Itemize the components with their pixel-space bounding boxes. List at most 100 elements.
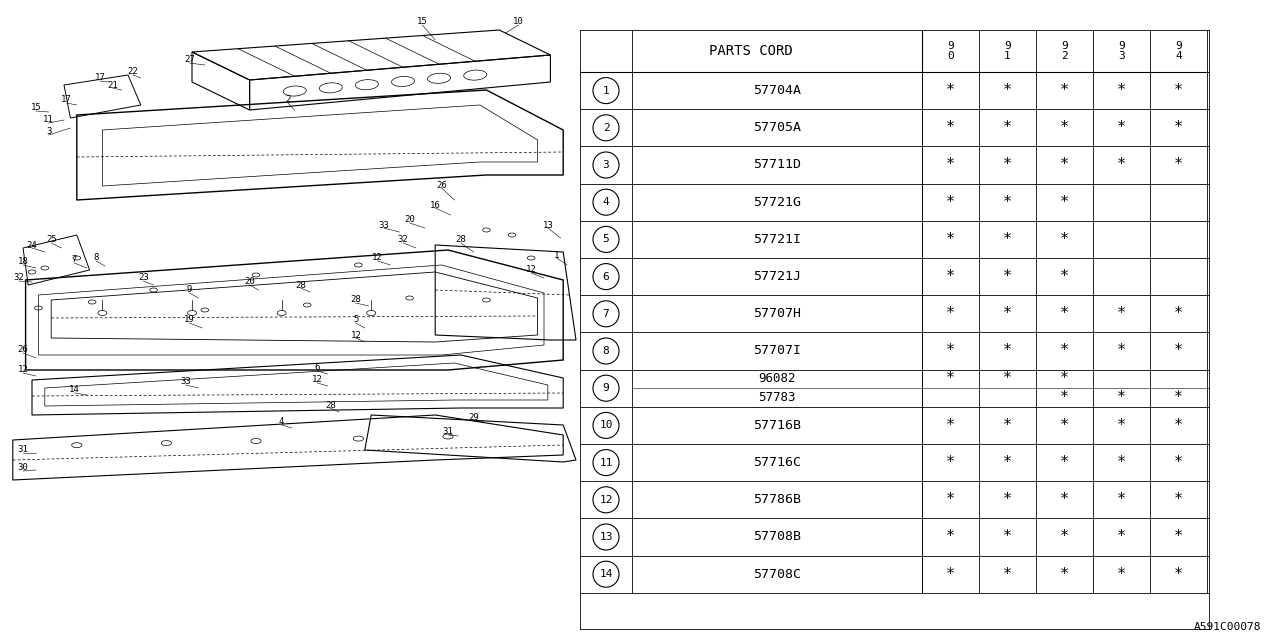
Text: 57721I: 57721I xyxy=(753,233,801,246)
Text: *: * xyxy=(1004,529,1012,545)
Text: 31: 31 xyxy=(443,428,453,436)
Text: 9
3: 9 3 xyxy=(1119,40,1125,61)
Text: 57716C: 57716C xyxy=(753,456,801,469)
Text: 28: 28 xyxy=(296,280,306,289)
Text: *: * xyxy=(1117,307,1126,321)
Text: 9
2: 9 2 xyxy=(1061,40,1068,61)
Text: *: * xyxy=(1117,492,1126,508)
Text: 17: 17 xyxy=(61,95,72,104)
Text: 22: 22 xyxy=(128,67,138,77)
Text: *: * xyxy=(1174,120,1183,135)
Text: *: * xyxy=(946,157,955,173)
Text: 2: 2 xyxy=(285,95,291,104)
Text: 15: 15 xyxy=(417,17,428,26)
Text: 12: 12 xyxy=(599,495,613,505)
Text: *: * xyxy=(1117,566,1126,582)
Text: 3: 3 xyxy=(603,160,609,170)
Text: *: * xyxy=(1060,455,1069,470)
Text: *: * xyxy=(946,269,955,284)
Text: 33: 33 xyxy=(379,221,389,230)
Text: 28: 28 xyxy=(456,236,466,244)
Text: 57705A: 57705A xyxy=(753,122,801,134)
Text: 6: 6 xyxy=(315,364,320,372)
Text: *: * xyxy=(1004,307,1012,321)
Text: 57704A: 57704A xyxy=(753,84,801,97)
Text: 57716B: 57716B xyxy=(753,419,801,432)
Text: PARTS CORD: PARTS CORD xyxy=(709,44,792,58)
Text: *: * xyxy=(1117,157,1126,173)
Text: A591C00078: A591C00078 xyxy=(1193,622,1261,632)
Text: *: * xyxy=(1004,269,1012,284)
Text: *: * xyxy=(946,307,955,321)
Text: 9: 9 xyxy=(603,383,609,393)
Text: 12: 12 xyxy=(18,365,28,374)
Text: *: * xyxy=(946,492,955,508)
Text: 57721G: 57721G xyxy=(753,196,801,209)
Text: 23: 23 xyxy=(138,273,148,282)
Text: *: * xyxy=(1060,390,1069,405)
Text: *: * xyxy=(1060,529,1069,545)
Text: 5: 5 xyxy=(603,234,609,244)
Text: 12: 12 xyxy=(526,266,536,275)
Text: 20: 20 xyxy=(244,278,255,287)
Text: *: * xyxy=(1060,371,1069,387)
Text: *: * xyxy=(946,529,955,545)
Text: 16: 16 xyxy=(430,200,440,209)
Text: 12: 12 xyxy=(312,376,323,385)
Text: 7: 7 xyxy=(603,309,609,319)
Text: *: * xyxy=(946,455,955,470)
Text: 28: 28 xyxy=(325,401,335,410)
Text: 57707I: 57707I xyxy=(753,344,801,358)
Text: *: * xyxy=(1174,455,1183,470)
Text: *: * xyxy=(1060,566,1069,582)
Text: *: * xyxy=(1060,344,1069,358)
Text: *: * xyxy=(1117,455,1126,470)
Text: 32: 32 xyxy=(398,236,408,244)
Text: 57707H: 57707H xyxy=(753,307,801,320)
Text: 31: 31 xyxy=(18,445,28,454)
Text: *: * xyxy=(1174,307,1183,321)
Text: 57786B: 57786B xyxy=(753,493,801,506)
Text: 12: 12 xyxy=(372,253,383,262)
Text: *: * xyxy=(946,120,955,135)
Text: 57711D: 57711D xyxy=(753,159,801,172)
Text: *: * xyxy=(946,418,955,433)
Text: 6: 6 xyxy=(603,271,609,282)
Text: 1: 1 xyxy=(603,86,609,95)
Text: 33: 33 xyxy=(180,378,191,387)
Text: 26: 26 xyxy=(18,346,28,355)
Text: *: * xyxy=(1117,344,1126,358)
Text: 18: 18 xyxy=(18,257,28,266)
Text: 10: 10 xyxy=(599,420,613,430)
Text: *: * xyxy=(1004,157,1012,173)
Text: 9
0: 9 0 xyxy=(947,40,954,61)
Text: 57708C: 57708C xyxy=(753,568,801,580)
Text: 26: 26 xyxy=(436,180,447,189)
Text: 8: 8 xyxy=(603,346,609,356)
Text: 29: 29 xyxy=(468,413,479,422)
Text: *: * xyxy=(1004,455,1012,470)
Text: *: * xyxy=(946,566,955,582)
Text: *: * xyxy=(1060,269,1069,284)
Text: *: * xyxy=(1004,120,1012,135)
Text: 14: 14 xyxy=(69,385,79,394)
Text: *: * xyxy=(1004,371,1012,387)
Text: *: * xyxy=(1004,344,1012,358)
Text: 4: 4 xyxy=(279,417,284,426)
Text: 17: 17 xyxy=(95,74,105,83)
Text: *: * xyxy=(1060,120,1069,135)
Text: 57783: 57783 xyxy=(758,391,796,404)
Text: 14: 14 xyxy=(599,569,613,579)
Text: *: * xyxy=(1117,390,1126,405)
Text: *: * xyxy=(1117,529,1126,545)
Text: *: * xyxy=(1117,83,1126,98)
Text: 96082: 96082 xyxy=(758,372,796,385)
Text: 8: 8 xyxy=(93,253,99,262)
Text: 21: 21 xyxy=(108,81,118,90)
Text: *: * xyxy=(1174,390,1183,405)
Text: 5: 5 xyxy=(353,316,358,324)
Text: 20: 20 xyxy=(404,216,415,225)
Text: *: * xyxy=(1060,307,1069,321)
Text: 10: 10 xyxy=(513,17,524,26)
Text: *: * xyxy=(1117,418,1126,433)
